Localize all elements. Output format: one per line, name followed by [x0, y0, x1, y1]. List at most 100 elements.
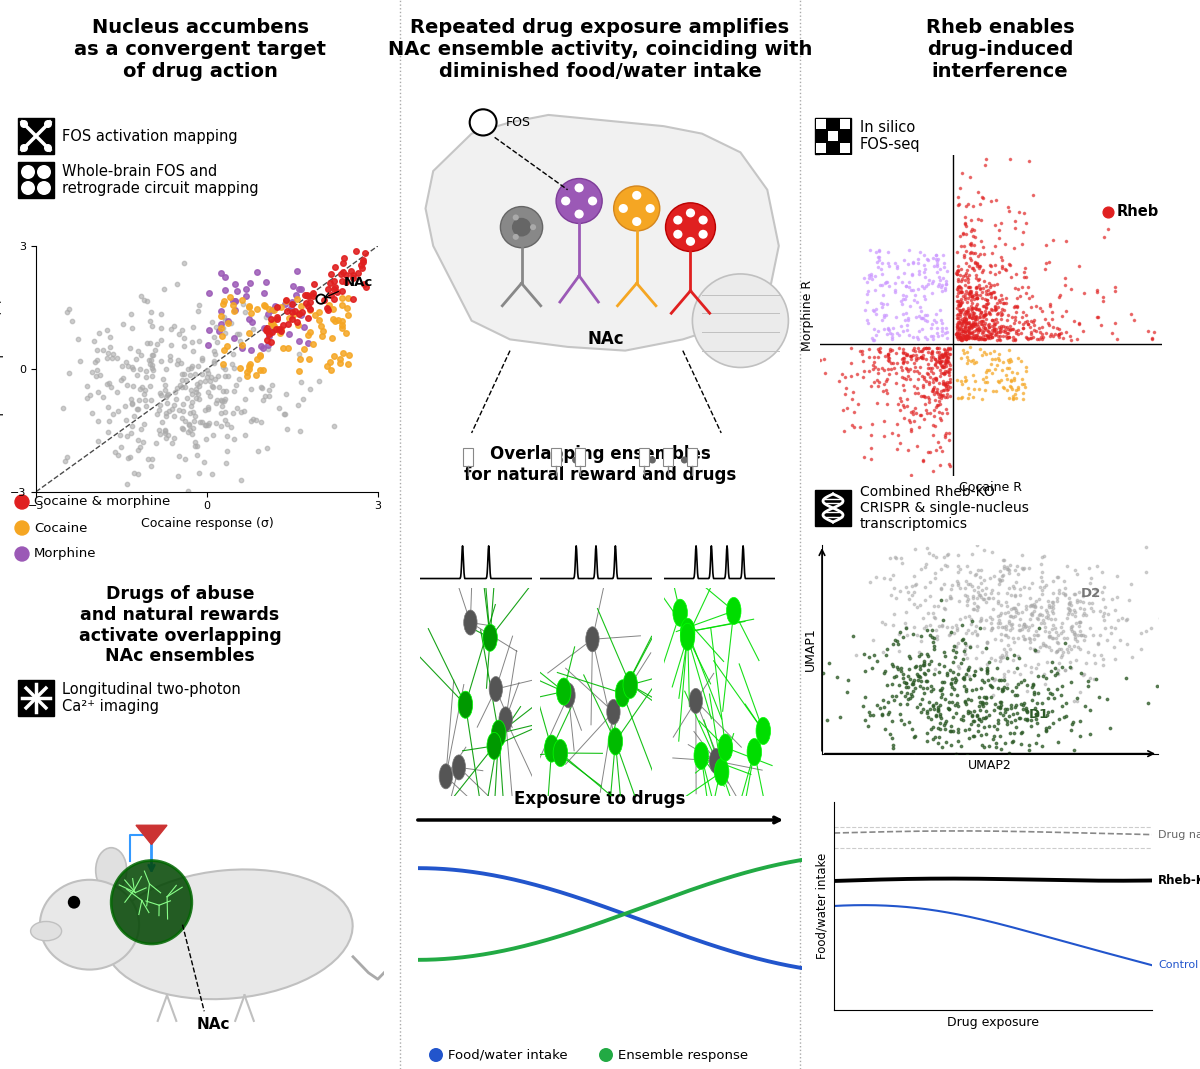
Point	[997, 650, 1016, 667]
Point	[936, 691, 955, 708]
Point	[190, 391, 209, 408]
Point	[1014, 264, 1033, 281]
Point	[918, 732, 937, 749]
Point	[996, 626, 1015, 644]
Point	[936, 354, 955, 371]
Point	[1026, 592, 1045, 609]
Point	[901, 403, 920, 420]
Point	[848, 396, 868, 413]
Point	[994, 322, 1013, 339]
Point	[1008, 322, 1027, 339]
Text: D1: D1	[1028, 708, 1049, 721]
Point	[900, 347, 919, 365]
Point	[1006, 588, 1025, 605]
Point	[943, 653, 962, 670]
Point	[1024, 676, 1043, 693]
Point	[988, 275, 1007, 292]
Bar	[815, 118, 851, 154]
Point	[244, 409, 263, 427]
Point	[904, 676, 923, 693]
Point	[869, 251, 888, 268]
Point	[140, 335, 160, 352]
Point	[55, 453, 74, 470]
Point	[932, 673, 952, 691]
Point	[967, 321, 986, 338]
Point	[954, 651, 973, 668]
Point	[1013, 278, 1032, 295]
Point	[874, 295, 893, 312]
Point	[982, 289, 1001, 306]
Point	[900, 242, 919, 259]
Point	[965, 329, 984, 346]
Point	[965, 594, 984, 611]
Point	[130, 438, 149, 455]
Point	[936, 276, 955, 293]
Point	[971, 245, 990, 262]
Point	[124, 377, 143, 394]
Point	[955, 304, 974, 321]
Point	[1079, 672, 1098, 690]
Point	[925, 351, 944, 368]
Point	[958, 293, 977, 310]
Bar	[815, 490, 851, 526]
Point	[972, 672, 991, 690]
Point	[990, 693, 1009, 710]
Point	[929, 664, 948, 681]
Point	[1015, 260, 1034, 277]
Point	[905, 747, 924, 764]
Point	[940, 542, 959, 559]
Point	[1105, 278, 1124, 295]
Point	[161, 352, 180, 369]
Point	[947, 319, 966, 336]
Point	[232, 403, 251, 420]
Point	[1079, 559, 1098, 576]
Point	[997, 676, 1016, 693]
Circle shape	[556, 179, 602, 223]
Point	[1121, 306, 1140, 323]
Point	[958, 327, 977, 344]
Point	[1046, 667, 1066, 684]
Point	[982, 356, 1001, 373]
Point	[956, 327, 976, 344]
Point	[1019, 737, 1038, 754]
Point	[1020, 329, 1039, 346]
Point	[978, 294, 997, 311]
Point	[932, 685, 952, 702]
Point	[930, 355, 949, 372]
Point	[1001, 317, 1020, 335]
Point	[979, 653, 998, 670]
Point	[907, 379, 926, 397]
Point	[882, 342, 901, 359]
Point	[132, 288, 151, 305]
Point	[929, 397, 948, 414]
Point	[961, 212, 980, 229]
Point	[187, 376, 206, 393]
Point	[1061, 328, 1080, 345]
Point	[884, 359, 904, 376]
Point	[265, 297, 284, 314]
Point	[211, 418, 230, 435]
Point	[853, 368, 872, 385]
Point	[977, 639, 996, 656]
Point	[1037, 601, 1056, 618]
Point	[1001, 150, 1020, 167]
Point	[925, 700, 944, 717]
Point	[935, 657, 954, 675]
Point	[1032, 569, 1051, 586]
Point	[876, 662, 895, 679]
Point	[920, 678, 940, 695]
Point	[968, 210, 988, 227]
Point	[955, 118, 974, 135]
Point	[893, 291, 912, 308]
Point	[952, 738, 971, 755]
X-axis label: UMAP2: UMAP2	[968, 759, 1012, 772]
Point	[1016, 215, 1036, 232]
Point	[877, 326, 896, 343]
Point	[1084, 602, 1103, 619]
Point	[967, 322, 986, 339]
Point	[262, 323, 281, 340]
Point	[257, 322, 276, 339]
Point	[1000, 202, 1019, 219]
Point	[156, 404, 175, 421]
Point	[182, 334, 202, 351]
